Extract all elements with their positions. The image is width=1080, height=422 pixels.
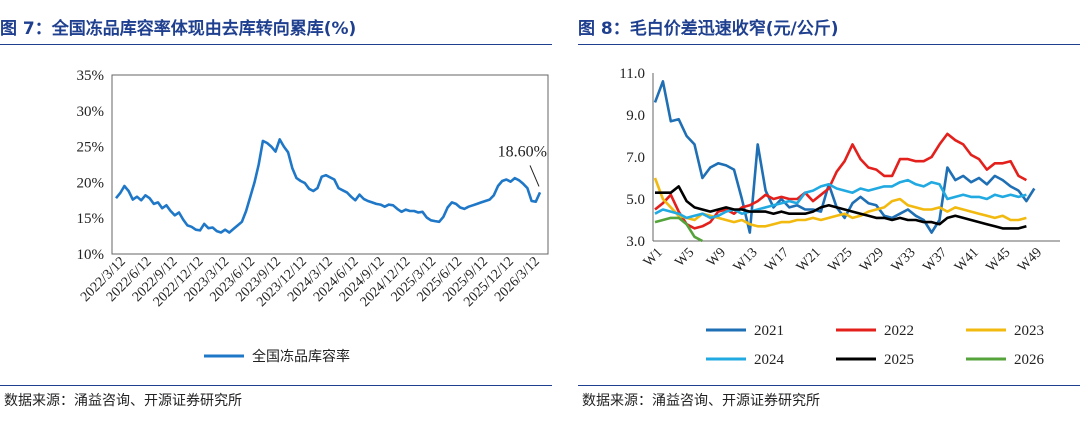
left-annotation-leader [529, 165, 540, 187]
left-y-tick-label: 15% [77, 211, 105, 227]
right-legend-label-2025: 2025 [884, 352, 914, 368]
right-y-tick-label: 9.0 [626, 108, 645, 124]
right-y-tick-label: 3.0 [626, 234, 645, 250]
right-chart: 3.05.07.09.011.0W1 W5 W9 W13 W17 W21 W25 W29 W33… [619, 66, 1060, 368]
right-legend-label-2023: 2023 [1014, 323, 1044, 339]
right-x-tick-label: W37 [920, 245, 950, 275]
right-figure-panel: 图 8：毛白价差迅速收窄(元/公斤) 3.0 5.0 7.0 9.0 11.0 W1 W5 W… [578, 0, 1080, 422]
right-legend-label-2021: 2021 [754, 323, 784, 339]
right-y-tick-label: 7.0 [626, 150, 645, 166]
left-annotation-label: 18.60% [498, 143, 547, 160]
left-source-note: 数据来源：涌益咨询、开源证券研究所 [4, 393, 242, 409]
left-y-tick-label: 10% [77, 247, 105, 263]
right-series-line-2026 [654, 216, 704, 243]
right-title-rule [578, 44, 1080, 45]
right-figure-title: 图 8：毛白价差迅速收窄(元/公斤) [578, 19, 839, 39]
right-x-tick-label: W21 [794, 245, 824, 275]
left-y-tick-label: 35% [77, 68, 105, 84]
left-source-rule [0, 385, 552, 386]
right-series-line-2022 [654, 132, 1028, 230]
right-x-tick-label: W45 [984, 245, 1014, 275]
left-series-line-全国冻品库容率 [114, 138, 542, 234]
right-source-note: 数据来源：涌益咨询、开源证券研究所 [582, 393, 820, 409]
right-x-tick-label: W29 [857, 245, 887, 275]
left-y-tick-label: 30% [77, 104, 105, 120]
right-series-line-2021 [653, 80, 1036, 234]
right-series-line-2023 [653, 177, 1027, 228]
right-x-tick-label: W25 [826, 245, 856, 275]
left-figure-panel: 图 7：全国冻品库容率体现由去库转向累库(%) 10% 15% 20% 25% 30% 3… [0, 19, 552, 409]
right-series-line-2025 [655, 185, 1027, 230]
right-x-tick-label: W13 [731, 245, 761, 275]
right-series-line-2024 [654, 178, 1027, 220]
right-x-tick-label: W41 [952, 245, 982, 275]
right-x-tick-label: W9 [704, 245, 729, 270]
left-plot-frame [111, 74, 549, 255]
right-legend-label-2024: 2024 [754, 352, 785, 368]
right-legend-label-2026: 2026 [1014, 352, 1045, 368]
left-y-tick-label: 20% [77, 175, 105, 191]
right-x-tick-label: W17 [762, 245, 792, 275]
left-figure-title: 图 7：全国冻品库容率体现由去库转向累库(%) [0, 19, 357, 39]
right-y-tick-label: 11.0 [619, 66, 645, 82]
left-y-tick-label: 25% [77, 140, 105, 156]
right-x-tick-label: W33 [889, 245, 919, 275]
left-title-rule [0, 44, 552, 45]
right-y-tick-label: 5.0 [626, 192, 645, 208]
right-x-tick-label: W49 [1015, 245, 1045, 275]
right-source-rule [578, 385, 1080, 386]
right-x-tick-label: W5 [673, 245, 698, 270]
left-legend-label: 全国冻品库容率 [252, 348, 350, 365]
left-chart: 10%15%20%25%30%35%2022/3/122022/6/122022… [77, 68, 549, 365]
right-legend-label-2022: 2022 [884, 323, 914, 339]
